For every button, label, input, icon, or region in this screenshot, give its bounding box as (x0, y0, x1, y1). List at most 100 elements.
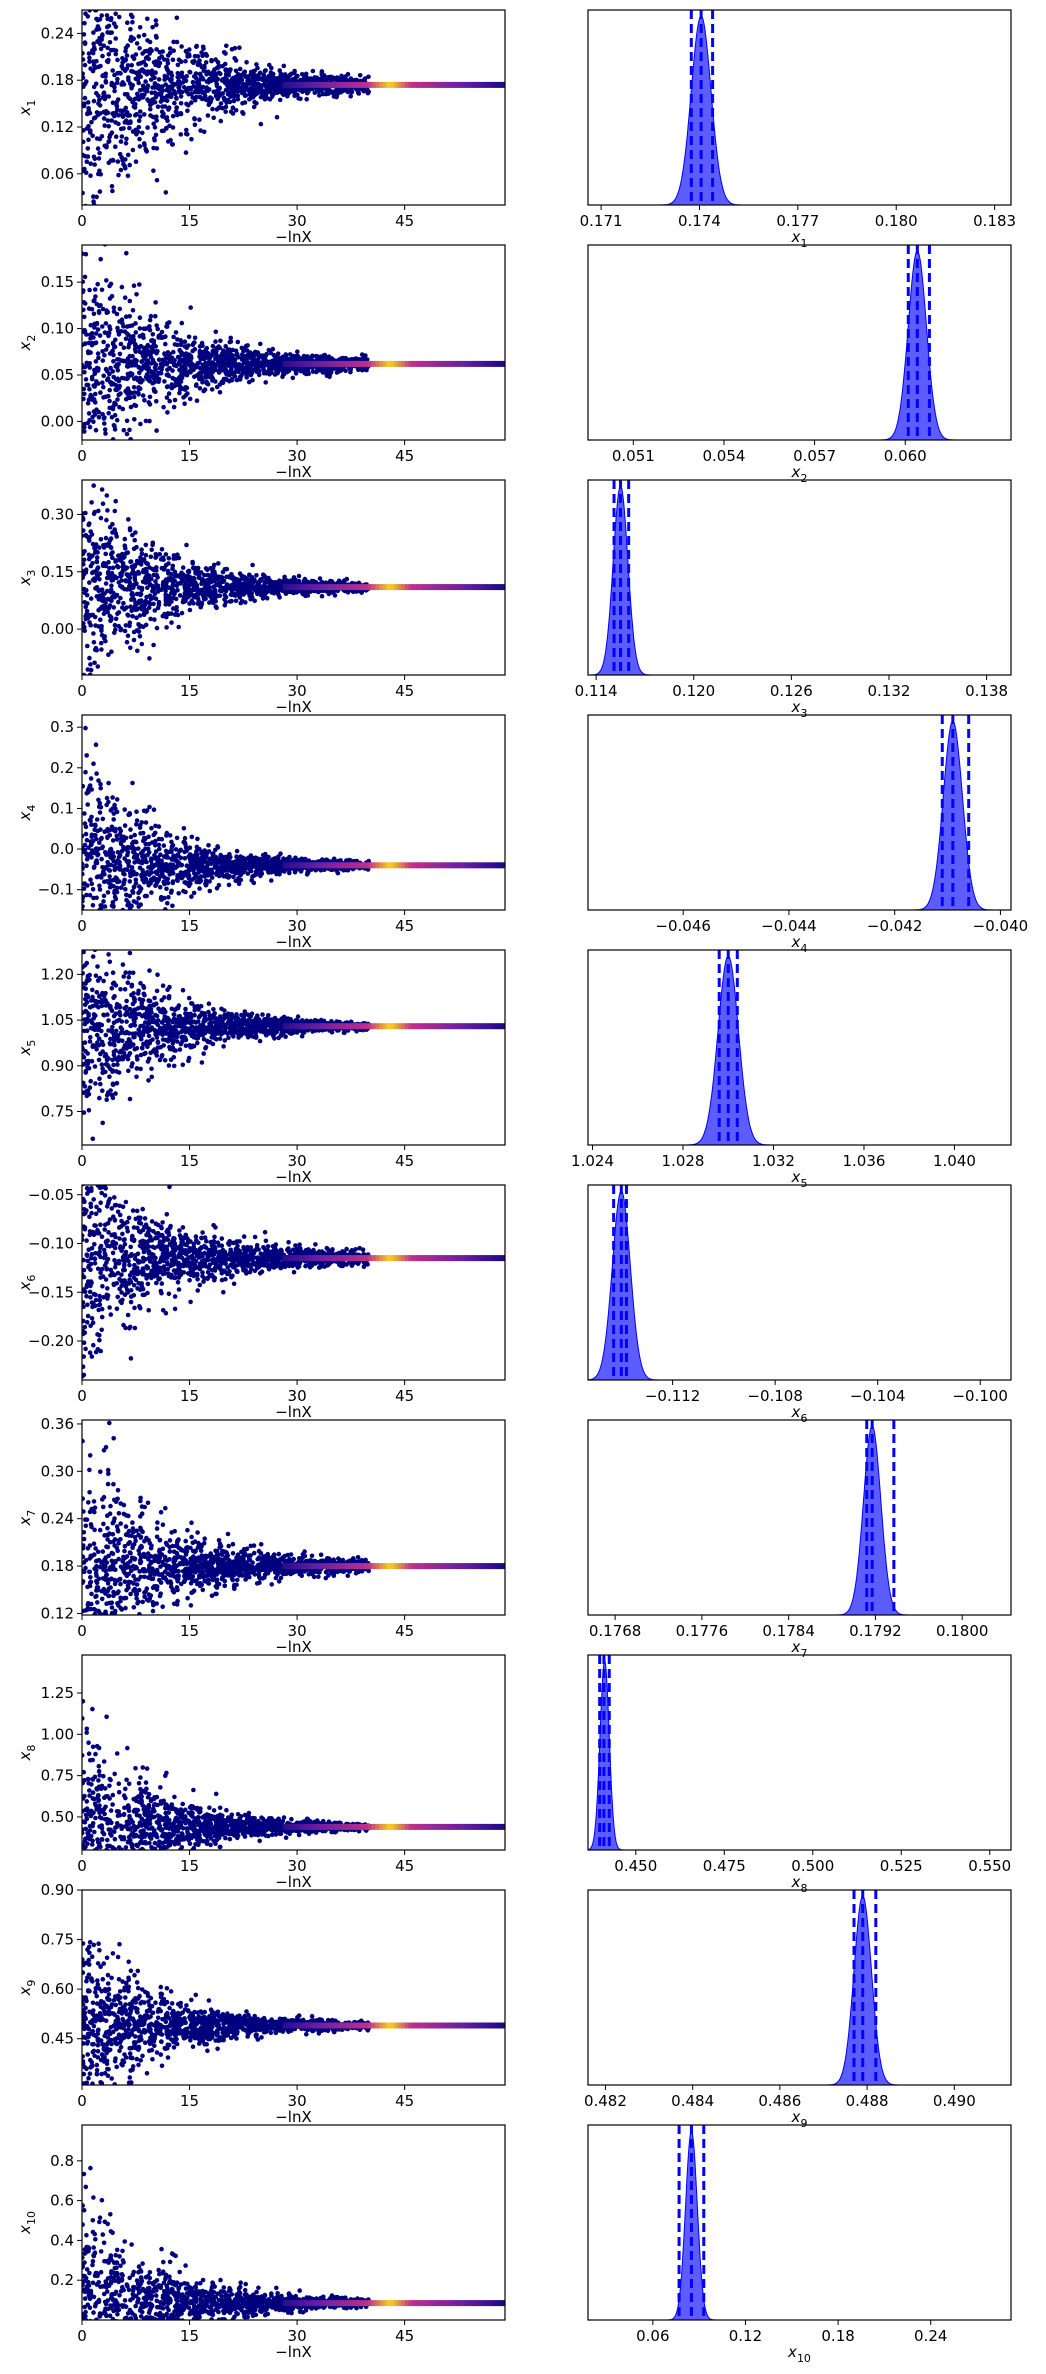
trace-dense-segment (401, 584, 406, 591)
trace-point (220, 63, 225, 69)
trace-point (199, 340, 205, 346)
trace-point (117, 306, 123, 312)
trace-point (82, 62, 88, 68)
trace-point (176, 624, 181, 630)
trace-point (87, 55, 92, 61)
trace-dense-segment (468, 584, 473, 591)
trace-dense-segment (486, 81, 491, 88)
trace-dense-segment (412, 360, 417, 367)
trace-point (88, 667, 94, 673)
trace-point (163, 588, 168, 594)
trace-point (343, 74, 348, 79)
trace-dense-segment (316, 81, 321, 88)
trace-point (102, 352, 107, 358)
trace-point (105, 16, 110, 22)
trace-point (138, 831, 143, 836)
trace-point (93, 549, 98, 554)
trace-point (166, 895, 171, 900)
trace-point (163, 552, 169, 557)
trace-points (82, 483, 505, 675)
trace-dense-segment (312, 584, 317, 591)
trace-point (237, 45, 242, 50)
trace-dense-segment (408, 584, 414, 591)
trace-point (169, 611, 174, 616)
trace-point (305, 593, 311, 598)
trace-dense-segment (386, 81, 391, 88)
trace-point (82, 279, 85, 285)
trace-point (187, 396, 193, 402)
trace-point (111, 359, 116, 364)
trace-point (295, 349, 300, 355)
trace-point (152, 136, 157, 141)
trace-point (96, 545, 102, 550)
trace-point (159, 329, 165, 335)
trace-point (172, 342, 178, 347)
trace-point (235, 93, 241, 99)
trace-point (128, 404, 134, 410)
trace-point (155, 575, 160, 580)
trace-point (92, 367, 97, 373)
trace-point (223, 344, 228, 349)
trace-point (203, 353, 209, 359)
trace-point (130, 308, 136, 313)
trace-point (336, 578, 342, 584)
trace-point (169, 77, 174, 82)
trace-point (233, 361, 239, 367)
trace-point (147, 804, 152, 810)
trace-point (171, 334, 176, 340)
trace-point (107, 371, 112, 377)
trace-point (324, 366, 329, 371)
trace-point (144, 48, 149, 54)
trace-axes-frame (81, 479, 506, 676)
trace-point (343, 368, 348, 374)
trace-dense-segment (312, 360, 317, 367)
trace-point (366, 74, 371, 80)
trace-point (133, 321, 138, 326)
trace-point (199, 587, 204, 593)
trace-point (312, 90, 318, 95)
trace-point (133, 159, 139, 164)
posterior-axes-frame (587, 479, 1012, 676)
trace-point (82, 586, 87, 592)
trace-dense-segment (382, 360, 388, 367)
trace-point (95, 351, 101, 356)
trace-point (103, 600, 108, 605)
trace-point (246, 75, 251, 81)
trace-point (136, 392, 141, 397)
trace-point (122, 536, 128, 542)
trace-point (125, 173, 131, 179)
trace-point (190, 79, 196, 85)
trace-point (154, 376, 160, 381)
trace-point (281, 372, 286, 377)
trace-point (182, 344, 188, 349)
trace-point (91, 463, 96, 468)
trace-dense-segment (401, 81, 406, 88)
trace-point (195, 836, 200, 842)
trace-point (138, 598, 144, 603)
trace-point (123, 49, 128, 54)
trace-point (94, 559, 100, 564)
trace-point (213, 595, 218, 600)
trace-point (111, 345, 117, 350)
trace-point (103, 581, 109, 586)
trace-point (120, 555, 126, 561)
trace-point (200, 377, 205, 383)
trace-point (264, 77, 270, 82)
trace-point (111, 110, 117, 116)
trace-point (183, 48, 189, 54)
trace-point (163, 334, 168, 339)
trace-point (124, 136, 129, 142)
trace-point (258, 121, 264, 127)
y-tick-label: 0.05 (41, 366, 74, 384)
trace-point (137, 386, 143, 392)
trace-point (114, 534, 119, 539)
trace-point (252, 68, 257, 74)
trace-point (152, 125, 158, 130)
label-main: x (791, 463, 801, 481)
trace-point (108, 132, 113, 138)
trace-dense-segment (301, 584, 306, 591)
trace-point (160, 84, 165, 89)
trace-point (184, 127, 189, 133)
